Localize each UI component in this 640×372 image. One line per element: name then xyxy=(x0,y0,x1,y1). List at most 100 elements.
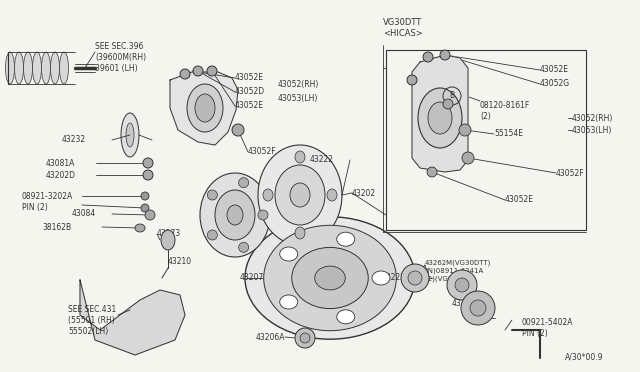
Polygon shape xyxy=(412,55,468,172)
Ellipse shape xyxy=(6,52,15,84)
Ellipse shape xyxy=(126,123,134,147)
Ellipse shape xyxy=(239,242,249,252)
Text: SEE SEC.396
(39600M(RH)
39601 (LH): SEE SEC.396 (39600M(RH) 39601 (LH) xyxy=(95,42,146,73)
Ellipse shape xyxy=(42,52,51,84)
Ellipse shape xyxy=(327,189,337,201)
Ellipse shape xyxy=(121,113,139,157)
Ellipse shape xyxy=(337,310,355,324)
Ellipse shape xyxy=(401,264,429,292)
Text: 43207: 43207 xyxy=(240,273,264,282)
Text: 08921-3202A
PIN (2): 08921-3202A PIN (2) xyxy=(22,192,73,212)
Ellipse shape xyxy=(315,266,346,290)
Text: 43206A: 43206A xyxy=(256,333,285,341)
Ellipse shape xyxy=(200,173,270,257)
Text: 43081A: 43081A xyxy=(46,158,76,167)
Text: 43052E: 43052E xyxy=(540,65,569,74)
Text: 43052F: 43052F xyxy=(248,148,276,157)
Ellipse shape xyxy=(295,151,305,163)
Text: 43052D: 43052D xyxy=(235,87,265,96)
Text: 43210: 43210 xyxy=(168,257,192,266)
Ellipse shape xyxy=(408,271,422,285)
Ellipse shape xyxy=(15,52,24,84)
Ellipse shape xyxy=(292,247,368,309)
Ellipse shape xyxy=(207,66,217,76)
Ellipse shape xyxy=(145,210,155,220)
Bar xyxy=(386,50,586,230)
Polygon shape xyxy=(80,280,185,355)
Text: 43052E: 43052E xyxy=(505,196,534,205)
Text: 43052(RH): 43052(RH) xyxy=(572,113,613,122)
Ellipse shape xyxy=(295,328,315,348)
Ellipse shape xyxy=(428,102,452,134)
Text: 55154E: 55154E xyxy=(494,129,523,138)
Ellipse shape xyxy=(461,291,495,325)
Ellipse shape xyxy=(280,247,298,261)
Polygon shape xyxy=(170,72,238,145)
Ellipse shape xyxy=(24,52,33,84)
Text: 43262M(VG30DTT)
(N)08911-6241A
(2)(VG30D): 43262M(VG30DTT) (N)08911-6241A (2)(VG30D… xyxy=(425,260,492,282)
Text: 38162B: 38162B xyxy=(42,222,71,231)
Ellipse shape xyxy=(245,217,415,339)
Text: 43053(LH): 43053(LH) xyxy=(572,125,612,135)
Ellipse shape xyxy=(193,66,203,76)
Ellipse shape xyxy=(418,88,462,148)
Ellipse shape xyxy=(207,230,218,240)
Text: 43202D: 43202D xyxy=(46,170,76,180)
Ellipse shape xyxy=(207,190,218,200)
Ellipse shape xyxy=(143,158,153,168)
Ellipse shape xyxy=(195,94,215,122)
Ellipse shape xyxy=(423,52,433,62)
Ellipse shape xyxy=(295,227,305,239)
Ellipse shape xyxy=(227,205,243,225)
Text: 43232: 43232 xyxy=(62,135,86,144)
Text: SEE SEC.431
(55501 (RH)
55502(LH): SEE SEC.431 (55501 (RH) 55502(LH) xyxy=(68,305,116,336)
Ellipse shape xyxy=(462,152,474,164)
Text: 43052E: 43052E xyxy=(235,74,264,83)
Ellipse shape xyxy=(372,271,390,285)
Text: 43084: 43084 xyxy=(72,209,96,218)
Ellipse shape xyxy=(275,165,325,225)
Text: 43053(LH): 43053(LH) xyxy=(278,94,318,103)
Ellipse shape xyxy=(258,145,342,245)
Text: 43202: 43202 xyxy=(352,189,376,198)
Ellipse shape xyxy=(300,333,310,343)
Ellipse shape xyxy=(337,232,355,246)
Ellipse shape xyxy=(215,190,255,240)
Ellipse shape xyxy=(459,124,471,136)
Ellipse shape xyxy=(33,52,42,84)
Ellipse shape xyxy=(187,84,223,132)
Ellipse shape xyxy=(470,300,486,316)
Text: 43222: 43222 xyxy=(310,155,334,164)
Text: 43052(RH): 43052(RH) xyxy=(278,80,319,90)
Ellipse shape xyxy=(407,75,417,85)
Text: 43173: 43173 xyxy=(157,230,181,238)
Ellipse shape xyxy=(264,225,396,331)
Text: B: B xyxy=(449,92,454,100)
Ellipse shape xyxy=(263,189,273,201)
Text: 43265E: 43265E xyxy=(452,298,481,308)
Text: 43052G: 43052G xyxy=(540,80,570,89)
Ellipse shape xyxy=(258,210,268,220)
Ellipse shape xyxy=(60,52,68,84)
Ellipse shape xyxy=(51,52,60,84)
Text: 43222C: 43222C xyxy=(382,273,412,282)
Text: A/30*00.9: A/30*00.9 xyxy=(565,353,604,362)
Ellipse shape xyxy=(141,192,149,200)
Text: 00921-5402A
PIN (2): 00921-5402A PIN (2) xyxy=(522,318,573,338)
Ellipse shape xyxy=(141,204,149,212)
Text: 43265: 43265 xyxy=(465,314,489,323)
Ellipse shape xyxy=(427,167,437,177)
Text: VG30DTT
<HICAS>: VG30DTT <HICAS> xyxy=(383,18,423,38)
Ellipse shape xyxy=(135,224,145,232)
Ellipse shape xyxy=(443,99,453,109)
Text: 43052E: 43052E xyxy=(235,102,264,110)
Ellipse shape xyxy=(180,69,190,79)
Ellipse shape xyxy=(143,170,153,180)
Ellipse shape xyxy=(447,270,477,300)
Ellipse shape xyxy=(161,230,175,250)
Ellipse shape xyxy=(440,50,450,60)
Ellipse shape xyxy=(290,183,310,207)
Ellipse shape xyxy=(232,124,244,136)
Ellipse shape xyxy=(239,178,249,187)
Ellipse shape xyxy=(280,295,298,309)
